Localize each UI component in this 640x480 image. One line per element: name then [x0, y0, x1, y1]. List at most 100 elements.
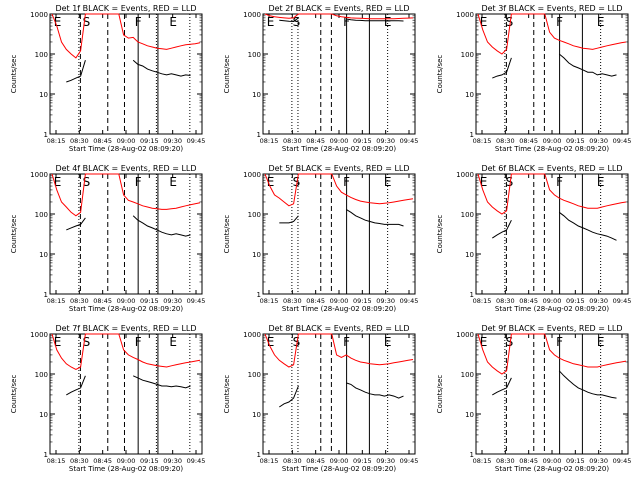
y-tick-label: 100	[248, 211, 261, 219]
x-tick-label: 09:30	[163, 297, 182, 305]
series-line-lld	[51, 173, 201, 217]
segment-label: F	[343, 175, 350, 189]
segment-label: E	[384, 335, 392, 349]
y-tick-label: 1000	[456, 331, 474, 339]
plot-title: Det 5f BLACK = Events, RED = LLD	[268, 164, 409, 173]
plot-frame	[262, 173, 416, 295]
y-tick-label: 1000	[456, 171, 474, 179]
segment-label: E	[267, 175, 275, 189]
segment-label: E	[169, 15, 177, 29]
x-tick-label: 09:00	[543, 457, 562, 465]
series-line-lld	[264, 173, 414, 207]
x-tick-label: 09:00	[543, 137, 562, 145]
x-tick-label: 08:45	[93, 297, 112, 305]
x-tick-label: 08:30	[496, 457, 515, 465]
plot-title: Det 8f BLACK = Events, RED = LLD	[268, 324, 409, 333]
y-tick-label: 1000	[243, 11, 261, 19]
y-tick-label: 10	[252, 251, 261, 259]
series-line-events	[492, 211, 617, 241]
series-line-events	[279, 382, 404, 408]
series-line-lld	[264, 13, 414, 20]
plot-frame	[49, 13, 203, 135]
series-line-lld	[51, 333, 201, 370]
x-tick-label: 09:45	[187, 457, 206, 465]
segment-label: S	[506, 15, 514, 29]
x-tick-label: 09:30	[163, 137, 182, 145]
plot-panel-1: Det 1f BLACK = Events, RED = LLD Counts/s…	[10, 4, 205, 153]
y-tick-label: 1000	[30, 331, 48, 339]
y-axis-label: Counts/sec	[223, 215, 231, 254]
x-axis-label: Start Time (28-Aug-02 08:09:20)	[495, 465, 609, 473]
segment-label: E	[597, 175, 605, 189]
segment-label: E	[54, 175, 62, 189]
series-line-events	[66, 375, 191, 396]
segment-label: S	[506, 335, 514, 349]
segment-label: S	[83, 335, 91, 349]
segment-label: E	[267, 15, 275, 29]
series-line-events	[492, 370, 617, 399]
segment-label: E	[480, 175, 488, 189]
x-tick-label: 09:45	[187, 297, 206, 305]
segment-label: F	[135, 15, 142, 29]
series-line-events	[279, 208, 404, 227]
y-tick-label: 10	[252, 91, 261, 99]
x-tick-label: 08:30	[283, 457, 302, 465]
x-tick-label: 09:30	[589, 297, 608, 305]
y-tick-label: 1	[257, 131, 261, 139]
plot-title: Det 3f BLACK = Events, RED = LLD	[481, 4, 622, 13]
x-tick-label: 09:15	[566, 297, 585, 305]
plot-title: Det 7f BLACK = Events, RED = LLD	[55, 324, 196, 333]
y-tick-label: 10	[252, 411, 261, 419]
segment-label: S	[83, 15, 91, 29]
plot-title: Det 6f BLACK = Events, RED = LLD	[481, 164, 622, 173]
y-axis-label: Counts/sec	[10, 55, 18, 94]
x-tick-label: 09:45	[187, 137, 206, 145]
y-tick-label: 10	[465, 411, 474, 419]
x-tick-label: 09:45	[400, 137, 419, 145]
series-line-events	[279, 17, 404, 23]
y-tick-label: 10	[465, 91, 474, 99]
x-tick-label: 09:15	[566, 457, 585, 465]
x-tick-label: 08:15	[260, 297, 279, 305]
series-line-lld	[264, 333, 414, 368]
plot-panel-5: Det 5f BLACK = Events, RED = LLD Counts/s…	[223, 164, 418, 313]
x-axis-label: Start Time (28-Aug-02 08:09:20)	[69, 145, 183, 153]
x-tick-label: 08:15	[473, 457, 492, 465]
y-axis-label: Counts/sec	[436, 55, 444, 94]
y-axis-label: Counts/sec	[436, 375, 444, 414]
y-axis-label: Counts/sec	[10, 215, 18, 254]
series-line-events	[492, 53, 617, 79]
series-line-events	[66, 215, 191, 237]
y-tick-label: 100	[35, 211, 48, 219]
y-tick-label: 1000	[30, 11, 48, 19]
segment-label: F	[556, 335, 563, 349]
segment-label: S	[293, 335, 301, 349]
plot-panel-9: Det 9f BLACK = Events, RED = LLD Counts/s…	[436, 324, 631, 473]
y-tick-label: 10	[39, 251, 48, 259]
x-tick-label: 08:15	[473, 137, 492, 145]
series-line-events	[66, 59, 191, 83]
segment-label: E	[54, 335, 62, 349]
segment-label: E	[480, 15, 488, 29]
x-tick-label: 08:45	[519, 457, 538, 465]
x-tick-label: 09:30	[589, 457, 608, 465]
x-tick-label: 09:30	[376, 137, 395, 145]
series-line-lld	[477, 173, 627, 215]
y-tick-label: 1	[470, 451, 474, 459]
x-tick-label: 08:45	[519, 297, 538, 305]
segment-label: E	[169, 175, 177, 189]
y-tick-label: 100	[461, 51, 474, 59]
x-tick-label: 09:00	[330, 137, 349, 145]
x-tick-label: 09:00	[117, 457, 136, 465]
y-tick-label: 100	[35, 51, 48, 59]
x-tick-label: 09:00	[330, 297, 349, 305]
x-axis-label: Start Time (28-Aug-02 08:09:20)	[282, 465, 396, 473]
segment-label: E	[597, 335, 605, 349]
y-tick-label: 1	[470, 131, 474, 139]
plot-frame	[262, 333, 416, 455]
segment-label: F	[135, 335, 142, 349]
series-line-lld	[51, 13, 201, 59]
x-tick-label: 09:00	[543, 297, 562, 305]
y-tick-label: 10	[39, 411, 48, 419]
plot-title: Det 4f BLACK = Events, RED = LLD	[55, 164, 196, 173]
